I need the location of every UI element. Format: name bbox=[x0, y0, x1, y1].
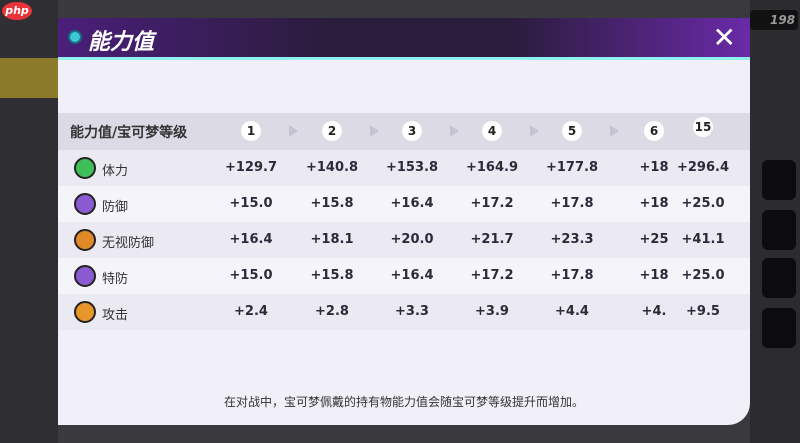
stat-value: +3.3 bbox=[395, 304, 429, 319]
stat-value: +2.4 bbox=[234, 304, 268, 319]
stat-value: +17.8 bbox=[550, 196, 594, 211]
stat-value: +296.4 bbox=[676, 160, 729, 175]
stat-value: +18 bbox=[639, 160, 669, 175]
modal-header: 能力值 ✕ bbox=[58, 18, 750, 60]
arrow-right-icon bbox=[370, 125, 379, 137]
stat-value: +18 bbox=[639, 196, 669, 211]
stat-value: +129.7 bbox=[224, 160, 277, 175]
stat-value: +25.0 bbox=[681, 196, 725, 211]
stat-value: +20.0 bbox=[390, 232, 434, 247]
arrow-right-icon bbox=[289, 125, 298, 137]
stat-value: +2.8 bbox=[315, 304, 349, 319]
stat-value: +177.8 bbox=[545, 160, 598, 175]
stat-value: +4.4 bbox=[555, 304, 589, 319]
stat-value: +18.1 bbox=[310, 232, 354, 247]
level-badge: 15 bbox=[693, 117, 713, 137]
level-badge: 1 bbox=[241, 121, 261, 141]
armor-pierce-icon bbox=[74, 229, 96, 251]
stats-modal: 能力值 ✕ 能力值/宝可梦等级 1 2 3 4 5 6 15 体力 +129.7 +140.8 +… bbox=[58, 18, 750, 425]
stat-value: +15.0 bbox=[229, 196, 273, 211]
stat-value: +164.9 bbox=[465, 160, 518, 175]
stat-value: +18 bbox=[639, 268, 669, 283]
modal-title: 能力值 bbox=[88, 30, 155, 55]
level-badge: 6 bbox=[644, 121, 664, 141]
header-label: 能力值/宝可梦等级 bbox=[70, 124, 188, 141]
table-row: 特防 +15.0 +15.8 +16.4 +17.2 +17.8 +18 +25.0 bbox=[58, 258, 750, 294]
stat-value: +17.8 bbox=[550, 268, 594, 283]
table-row: 无视防御 +16.4 +18.1 +20.0 +21.7 +23.3 +25 +41.1 bbox=[58, 222, 750, 258]
defense-icon bbox=[74, 193, 96, 215]
stats-table: 能力值/宝可梦等级 1 2 3 4 5 6 15 体力 +129.7 +140.8 +153.8 +… bbox=[58, 113, 750, 330]
stat-value: +16.4 bbox=[229, 232, 273, 247]
stat-value: +15.0 bbox=[229, 268, 273, 283]
stat-value: +17.2 bbox=[470, 196, 514, 211]
stat-value: +4. bbox=[641, 304, 667, 319]
level-badge: 3 bbox=[402, 121, 422, 141]
php-logo: php bbox=[2, 2, 32, 20]
arrow-right-icon bbox=[530, 125, 539, 137]
level-badge: 5 bbox=[562, 121, 582, 141]
stat-value: +17.2 bbox=[470, 268, 514, 283]
stat-value: +15.8 bbox=[310, 196, 354, 211]
stat-value: +153.8 bbox=[385, 160, 438, 175]
stat-name: 特防 bbox=[102, 272, 129, 287]
stat-value: +23.3 bbox=[550, 232, 594, 247]
background-right bbox=[750, 0, 800, 443]
background-slot bbox=[762, 258, 796, 298]
table-header: 能力值/宝可梦等级 1 2 3 4 5 6 15 bbox=[58, 113, 750, 150]
stat-badge-icon bbox=[68, 30, 82, 44]
arrow-right-icon bbox=[610, 125, 619, 137]
stat-value: +140.8 bbox=[305, 160, 358, 175]
background-slot bbox=[762, 210, 796, 250]
stat-name: 防御 bbox=[102, 200, 129, 215]
footer-note: 在对战中，宝可梦佩戴的持有物能力值会随宝可梦等级提升而增加。 bbox=[223, 395, 584, 409]
arrow-right-icon bbox=[450, 125, 459, 137]
stat-value: +15.8 bbox=[310, 268, 354, 283]
stat-value: +16.4 bbox=[390, 268, 434, 283]
stat-name: 无视防御 bbox=[102, 236, 155, 251]
table-row: 体力 +129.7 +140.8 +153.8 +164.9 +177.8 +18 +296.… bbox=[58, 150, 750, 186]
level-badge: 4 bbox=[482, 121, 502, 141]
stat-value: +41.1 bbox=[681, 232, 725, 247]
stat-value: +25.0 bbox=[681, 268, 725, 283]
stat-name: 攻击 bbox=[102, 308, 129, 323]
close-button[interactable]: ✕ bbox=[712, 21, 736, 54]
background-tab bbox=[0, 58, 58, 98]
stat-value: +3.9 bbox=[475, 304, 509, 319]
stat-value: +9.5 bbox=[686, 304, 720, 319]
sp-defense-icon bbox=[74, 265, 96, 287]
stat-value: +21.7 bbox=[470, 232, 514, 247]
level-badge: 2 bbox=[322, 121, 342, 141]
table-row: 防御 +15.0 +15.8 +16.4 +17.2 +17.8 +18 +25.0 bbox=[58, 186, 750, 222]
background-slot bbox=[762, 160, 796, 200]
attack-icon bbox=[74, 301, 96, 323]
stat-name: 体力 bbox=[102, 164, 129, 179]
hp-icon bbox=[74, 157, 96, 179]
currency-counter: 198 bbox=[750, 10, 798, 30]
table-row: 攻击 +2.4 +2.8 +3.3 +3.9 +4.4 +4. +9.5 bbox=[58, 294, 750, 330]
stat-value: +16.4 bbox=[390, 196, 434, 211]
background-slot bbox=[762, 308, 796, 348]
stat-value: +25 bbox=[639, 232, 669, 247]
